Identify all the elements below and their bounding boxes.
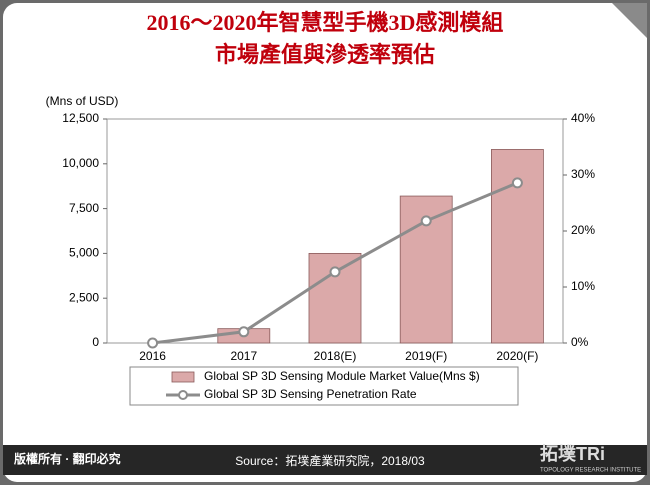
x-tick-label: 2017 xyxy=(230,349,257,363)
x-tick-label: 2018(E) xyxy=(314,349,357,363)
x-tick-label: 2016 xyxy=(139,349,166,363)
footer-bar xyxy=(3,445,647,475)
y2-tick-label: 10% xyxy=(571,279,595,293)
y2-tick-label: 20% xyxy=(571,223,595,237)
y2-tick-label: 40% xyxy=(571,111,595,125)
legend-label: Global SP 3D Sensing Penetration Rate xyxy=(204,387,417,401)
chart-title: 2016～2020年智慧型手機3D感測模組 xyxy=(147,10,504,35)
y-tick-label: 5,000 xyxy=(69,246,99,260)
x-tick-label: 2019(F) xyxy=(405,349,447,363)
line-marker xyxy=(147,337,159,349)
legend-box xyxy=(129,366,519,406)
line-marker xyxy=(329,266,341,278)
y-tick-label: 12,500 xyxy=(62,111,99,125)
legend-marker xyxy=(178,390,188,400)
x-tick-label: 2020(F) xyxy=(496,349,538,363)
legend-label: Global SP 3D Sensing Module Market Value… xyxy=(204,369,480,383)
source: Source：拓墣產業研究院，2018/03 xyxy=(235,453,425,468)
y-tick-label: 7,500 xyxy=(69,201,99,215)
y2-tick-label: 0% xyxy=(571,335,589,349)
legend-swatch xyxy=(171,371,195,383)
line-marker xyxy=(420,215,432,227)
page-background xyxy=(3,3,647,482)
y-tick-label: 10,000 xyxy=(62,156,99,170)
logo: 拓墣TRi xyxy=(540,443,605,464)
y-axis-label: (Mns of USD) xyxy=(46,94,119,108)
corner-decoration xyxy=(612,3,647,38)
line-marker xyxy=(238,326,250,338)
y2-tick-label: 30% xyxy=(571,167,595,181)
logo-subtitle: TOPOLOGY RESEARCH INSTITUTE xyxy=(540,468,641,474)
y-tick-label: 0 xyxy=(92,335,99,349)
line-marker xyxy=(511,177,523,189)
chart-title: 市場產值與滲透率預估 xyxy=(215,42,435,67)
y-tick-label: 2,500 xyxy=(69,290,99,304)
copyright: 版權所有 · 翻印必究 xyxy=(14,451,121,466)
